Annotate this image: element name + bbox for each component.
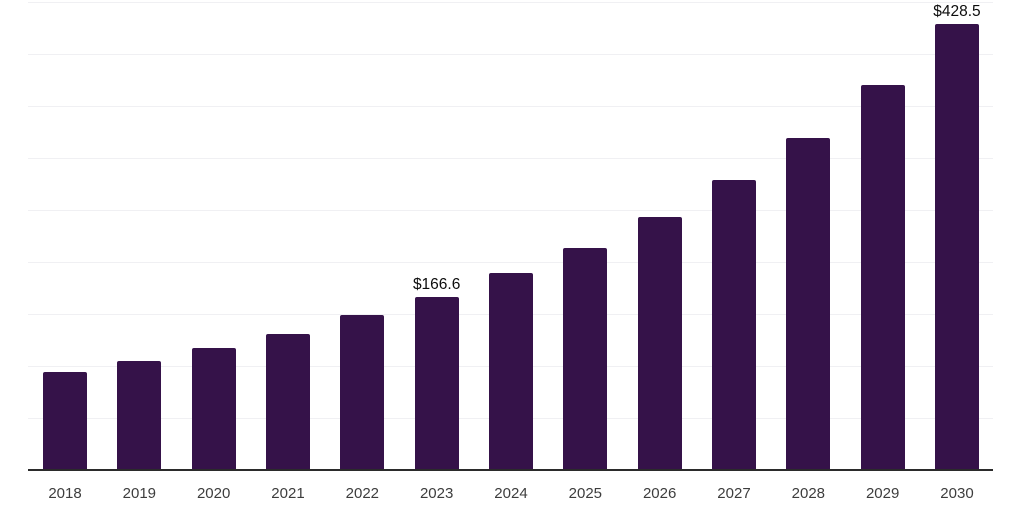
bar-2030: [934, 24, 979, 470]
gridline-250: [28, 210, 993, 211]
bar-2026: [637, 216, 682, 470]
gridline-450: [28, 2, 993, 3]
x-axis-label-2028: 2028: [791, 485, 826, 502]
x-axis-line: [28, 469, 993, 471]
x-axis-label-2026: 2026: [642, 485, 677, 502]
bar-2018: [43, 372, 87, 470]
bar-2027: [711, 179, 756, 470]
gridline-200: [28, 262, 993, 263]
bar-2020: [191, 348, 236, 470]
x-axis-label-2030: 2030: [940, 485, 974, 502]
gridline-350: [28, 106, 993, 107]
bar-2028: [786, 137, 831, 470]
data-label-2030: $428.5: [933, 3, 981, 21]
bar-2029: [860, 85, 905, 470]
bar-2023: [414, 296, 459, 470]
x-axis-label-2024: 2024: [494, 485, 528, 502]
bar-2021: [265, 333, 310, 470]
bar-2022: [340, 315, 385, 470]
x-axis-label-2023: 2023: [419, 485, 454, 502]
bar-2024: [488, 273, 533, 470]
x-axis-label-2019: 2019: [122, 485, 157, 502]
x-axis-label-2025: 2025: [568, 485, 603, 502]
bar-2025: [563, 247, 608, 470]
x-axis-label-2018: 2018: [48, 485, 82, 502]
x-axis-label-2020: 2020: [196, 485, 231, 502]
data-label-2023: $166.6: [412, 275, 461, 293]
x-axis-label-2021: 2021: [271, 485, 305, 502]
bar-2019: [117, 361, 162, 470]
gridline-400: [28, 54, 993, 55]
x-axis-label-2027: 2027: [717, 485, 751, 502]
x-axis-label-2029: 2029: [865, 485, 900, 502]
gridline-300: [28, 158, 993, 159]
x-axis-label-2022: 2022: [345, 485, 380, 502]
